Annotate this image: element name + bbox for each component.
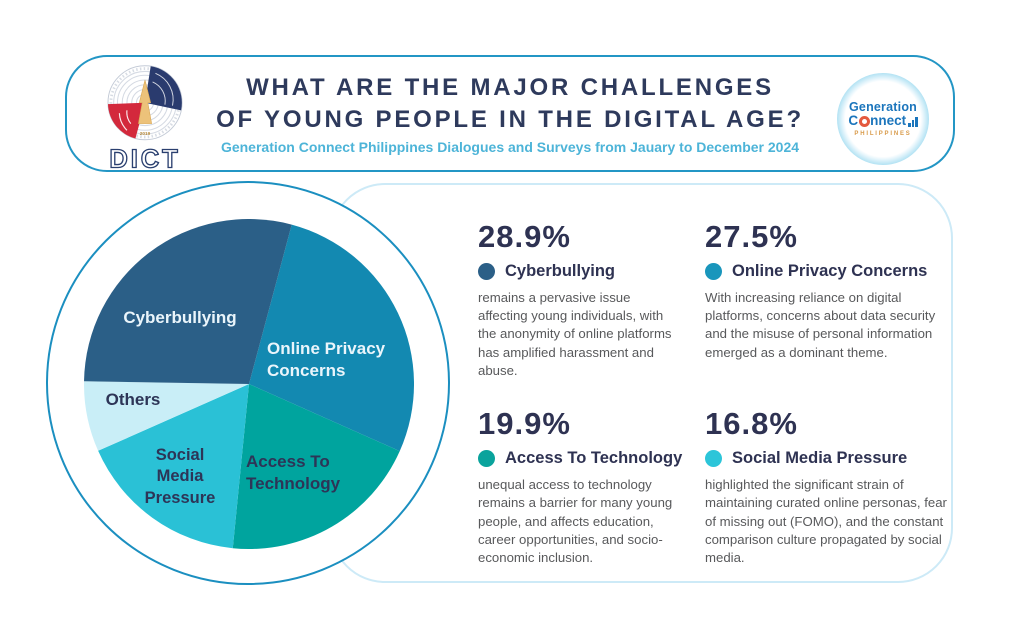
dict-logo: 2019 DICT <box>107 65 183 173</box>
legend-dot-social-media <box>705 450 722 468</box>
stat-percent: 27.5% <box>705 219 798 254</box>
page-title-line2: OF YOUNG PEOPLE IN THE DIGITAL AGE? <box>216 105 804 133</box>
pie-label-online-privacy: Online Privacy Concerns <box>267 339 386 381</box>
pie-label-cyberbullying: Cyberbullying <box>123 308 237 327</box>
pie-slice <box>84 219 292 384</box>
pie-slice <box>98 384 250 549</box>
header-card: 2019 DICT WHAT ARE THE MAJOR CHALLENGES … <box>65 55 955 173</box>
stat-description: unequal access to technology remains a b… <box>478 477 673 565</box>
legend-dot-online-privacy <box>705 263 722 280</box>
pie-label-access-technology: Access To Technology <box>246 452 341 494</box>
gc-logo-word1: Generation <box>849 100 917 115</box>
gc-logo-word3: PHILIPPINES <box>854 130 912 137</box>
legend-dot-access-technology <box>478 450 495 468</box>
stats-grid: 28.9% Cyberbullying remains a pervasive … <box>478 219 950 567</box>
gc-logo-letter-c: C <box>848 113 859 129</box>
stat-label: Online Privacy Concerns <box>732 262 928 280</box>
stat-description: With increasing reliance on digital plat… <box>705 290 936 360</box>
stat-head: Social Media Pressure <box>705 449 950 468</box>
title-block: WHAT ARE THE MAJOR CHALLENGES OF YOUNG P… <box>216 57 804 170</box>
pie-chart <box>84 219 414 549</box>
stat-head: Cyberbullying <box>478 262 683 281</box>
stat-label: Social Media Pressure <box>732 449 908 468</box>
pie-slice <box>84 381 249 451</box>
pie-label-social-media: Social Media Pressure <box>144 446 216 507</box>
stat-card-online-privacy: 27.5% Online Privacy Concerns With incre… <box>705 219 950 380</box>
page-subtitle: Generation Connect Philippines Dialogues… <box>220 139 800 156</box>
stat-head: Access To Technology <box>478 449 683 468</box>
pie-label-others: Others <box>105 390 161 409</box>
stat-card-access-technology: 19.9% Access To Technology unequal acces… <box>478 406 683 567</box>
stat-percent: 19.9% <box>478 406 571 442</box>
dict-seal-icon: 2019 <box>107 65 183 141</box>
pie-chart-ring: Cyberbullying Online Privacy Concerns Ot… <box>46 181 450 585</box>
gc-logo-word2-rest: nnect <box>870 113 907 129</box>
stat-percent: 16.8% <box>705 406 798 442</box>
gc-o-ring-icon <box>858 116 870 128</box>
stat-card-social-media: 16.8% Social Media Pressure highlighted … <box>705 406 950 567</box>
stat-label: Access To Technology <box>505 449 683 468</box>
stat-description: highlighted the significant strain of ma… <box>705 477 947 565</box>
pie-slice <box>232 384 400 549</box>
stat-label: Cyberbullying <box>505 262 616 280</box>
stat-card-cyberbullying: 28.9% Cyberbullying remains a pervasive … <box>478 219 683 380</box>
stat-percent: 28.9% <box>478 219 571 254</box>
legend-dot-cyberbullying <box>478 263 495 280</box>
page-title-line1: WHAT ARE THE MAJOR CHALLENGES <box>246 73 774 101</box>
stat-description: remains a pervasive issue affecting youn… <box>478 290 672 378</box>
bar-chart-icon <box>908 116 918 127</box>
dict-wordmark: DICT <box>109 145 180 173</box>
stat-head: Online Privacy Concerns <box>705 262 950 281</box>
dict-seal-year: 2019 <box>140 131 151 137</box>
pie-slice <box>249 224 414 452</box>
